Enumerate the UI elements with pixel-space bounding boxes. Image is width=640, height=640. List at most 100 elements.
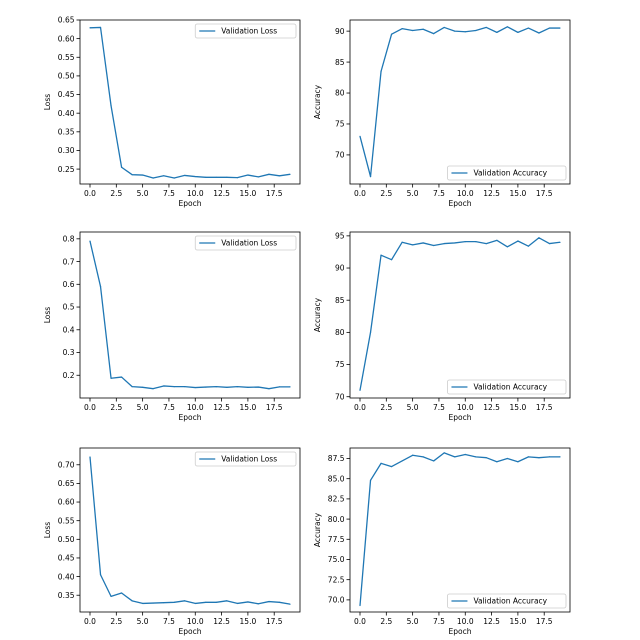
x-tick-label: 12.5: [213, 403, 230, 412]
data-point: [475, 29, 477, 32]
data-point: [194, 386, 196, 389]
data-point: [401, 241, 403, 243]
data-point: [506, 26, 508, 28]
y-tick-label: 70: [335, 151, 345, 160]
x-tick-label: 17.5: [266, 403, 283, 412]
legend: Validation Accuracy: [447, 165, 567, 181]
series-line-validation-loss: [89, 26, 291, 179]
axes-frame: [79, 231, 301, 399]
x-tick-label: 0.0: [84, 189, 96, 198]
data-point: [496, 31, 498, 33]
data-point: [559, 456, 561, 458]
data-point: [496, 239, 498, 241]
data-point: [422, 242, 424, 244]
data-point: [257, 176, 260, 178]
y-tick-label: 0.35: [58, 591, 75, 600]
data-point: [184, 174, 186, 177]
data-point: [390, 33, 393, 35]
data-point: [99, 574, 102, 576]
y-tick-label: 0.40: [58, 109, 75, 118]
data-point: [142, 174, 144, 176]
data-point: [257, 386, 260, 388]
axes-frame: [79, 19, 301, 185]
data-point: [464, 241, 466, 243]
y-tick-label: 0.2: [63, 371, 75, 380]
y-tick-label: 82.5: [328, 495, 345, 504]
legend-label: Validation Accuracy: [473, 597, 547, 606]
x-tick-label: 10.0: [187, 617, 204, 626]
data-point: [527, 245, 530, 247]
y-axis-label: Loss: [43, 94, 52, 111]
legend: Validation Accuracy: [447, 379, 567, 395]
data-point: [173, 177, 175, 179]
data-point: [422, 456, 424, 458]
x-tick-label: 7.5: [163, 189, 175, 198]
x-tick-label: 5.0: [137, 189, 149, 198]
data-point: [236, 602, 238, 605]
data-point: [369, 175, 372, 178]
x-tick-label: 0.0: [354, 617, 366, 626]
data-point: [268, 388, 270, 390]
y-tick-label: 77.5: [328, 535, 345, 544]
x-tick-label: 5.0: [137, 403, 149, 412]
legend-label: Validation Loss: [221, 239, 277, 248]
y-tick-label: 72.5: [328, 575, 345, 584]
data-point: [559, 241, 561, 243]
data-point: [99, 26, 102, 29]
data-point: [433, 244, 435, 247]
y-tick-label: 0.50: [58, 72, 75, 81]
y-tick-label: 85.0: [328, 474, 345, 483]
y-tick-label: 70: [335, 392, 345, 401]
y-tick-label: 0.5: [63, 303, 75, 312]
x-tick-label: 7.5: [433, 617, 445, 626]
data-point: [205, 601, 207, 603]
data-point: [163, 385, 165, 387]
x-tick-label: 0.0: [354, 189, 366, 198]
data-point: [194, 175, 196, 178]
x-tick-label: 15.0: [510, 189, 527, 198]
data-point: [548, 242, 551, 245]
y-tick-label: 0.25: [58, 165, 75, 174]
x-tick-label: 2.5: [110, 617, 122, 626]
data-point: [226, 386, 228, 388]
y-tick-label: 0.7: [63, 257, 75, 266]
data-point: [278, 386, 281, 388]
data-point: [485, 457, 487, 459]
y-tick-label: 95: [335, 232, 345, 241]
x-tick-label: 10.0: [187, 403, 204, 412]
data-point: [163, 175, 165, 177]
data-point: [236, 386, 238, 388]
data-point: [506, 457, 508, 460]
subplot-6: 0.0 2.5 5.0 7.5 10.0 12.5 15.0 17.5 70.0 72.5 75.0…: [313, 447, 571, 636]
data-point: [443, 452, 445, 454]
data-point: [278, 601, 281, 603]
data-point: [412, 29, 414, 32]
y-tick-label: 0.70: [58, 460, 75, 469]
x-tick-label: 0.0: [84, 617, 96, 626]
data-point: [110, 377, 112, 379]
y-tick-label: 0.55: [58, 516, 75, 525]
legend-label: Validation Loss: [221, 27, 277, 36]
x-tick-label: 10.0: [457, 617, 474, 626]
data-point: [359, 389, 361, 391]
x-tick-label: 7.5: [433, 403, 445, 412]
x-tick-label: 0.0: [84, 403, 96, 412]
y-tick-label: 0.65: [58, 16, 75, 25]
data-point: [120, 592, 123, 594]
data-point: [433, 33, 435, 35]
x-tick-label: 5.0: [407, 403, 419, 412]
x-tick-label: 10.0: [457, 189, 474, 198]
data-point: [380, 254, 382, 256]
x-tick-label: 12.5: [483, 403, 500, 412]
data-point: [194, 602, 196, 605]
x-tick-label: 15.0: [240, 189, 257, 198]
data-point: [454, 456, 456, 458]
data-point: [538, 237, 540, 239]
data-point: [268, 173, 270, 175]
axes-frame: [349, 19, 571, 185]
data-point: [475, 456, 477, 458]
data-point: [527, 27, 530, 29]
data-point: [120, 376, 123, 378]
data-point: [131, 600, 133, 602]
